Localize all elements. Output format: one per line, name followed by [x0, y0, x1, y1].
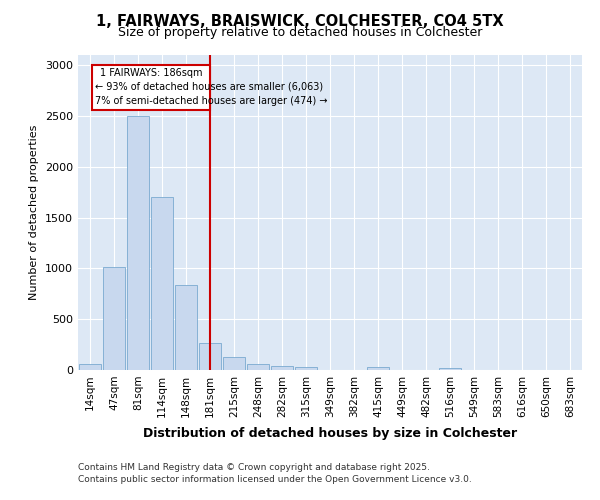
Text: Contains public sector information licensed under the Open Government Licence v3: Contains public sector information licen… [78, 476, 472, 484]
Bar [103, 268, 125, 370]
Bar [199, 342, 221, 370]
Bar [271, 366, 293, 370]
Bar [92, 65, 210, 110]
Bar [127, 116, 149, 370]
Text: Distribution of detached houses by size in Colchester: Distribution of detached houses by size … [143, 428, 517, 440]
Bar [247, 364, 269, 370]
Y-axis label: Number of detached properties: Number of detached properties [29, 125, 40, 300]
Bar [223, 357, 245, 370]
Bar [295, 367, 317, 370]
Bar [175, 284, 197, 370]
Text: 1 FAIRWAYS: 186sqm: 1 FAIRWAYS: 186sqm [100, 68, 202, 78]
Bar [151, 198, 173, 370]
Text: 7% of semi-detached houses are larger (474) →: 7% of semi-detached houses are larger (4… [95, 96, 328, 106]
Text: 1, FAIRWAYS, BRAISWICK, COLCHESTER, CO4 5TX: 1, FAIRWAYS, BRAISWICK, COLCHESTER, CO4 … [96, 14, 504, 29]
Bar [439, 368, 461, 370]
Bar [79, 364, 101, 370]
Bar [367, 367, 389, 370]
Text: Contains HM Land Registry data © Crown copyright and database right 2025.: Contains HM Land Registry data © Crown c… [78, 463, 430, 472]
Text: Size of property relative to detached houses in Colchester: Size of property relative to detached ho… [118, 26, 482, 39]
Text: ← 93% of detached houses are smaller (6,063): ← 93% of detached houses are smaller (6,… [95, 82, 323, 92]
